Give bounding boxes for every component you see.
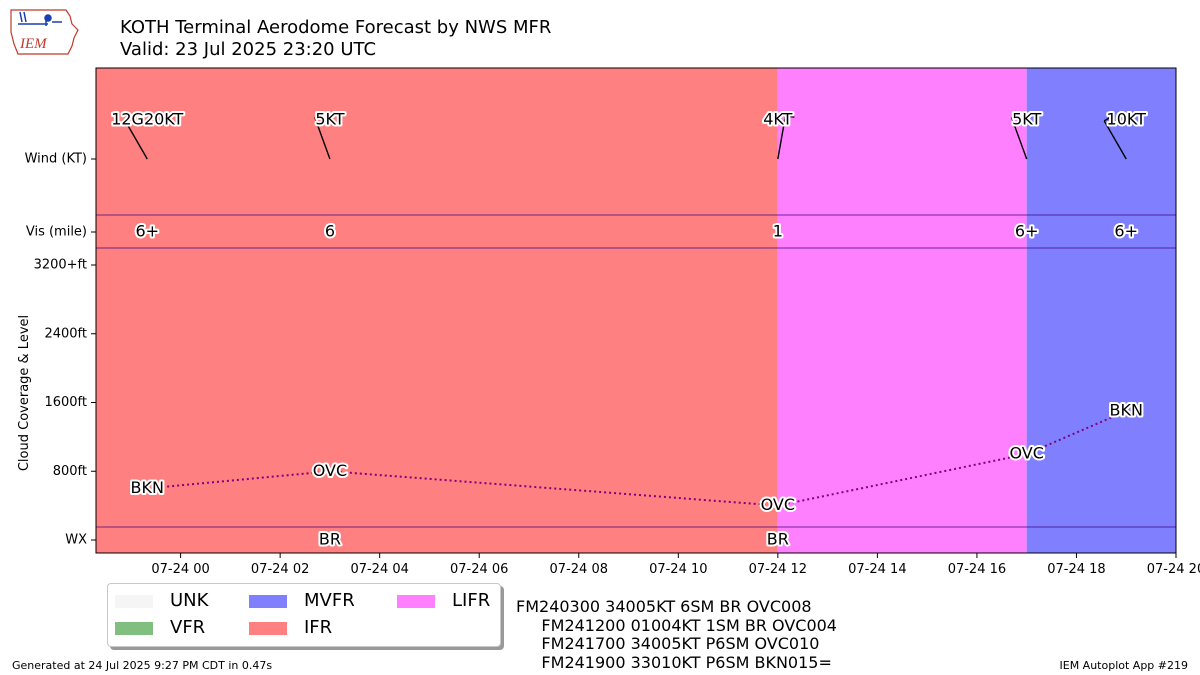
legend-label-vfr: VFR <box>170 617 206 638</box>
cloud-label: OVC <box>1009 444 1043 463</box>
cloud-axis-title: Cloud Coverage & Level <box>17 315 32 471</box>
iowa-outline <box>10 9 79 55</box>
legend-swatch-lifr <box>397 595 435 608</box>
wind-barb <box>1010 117 1028 160</box>
x-tick-label: 07-24 16 <box>948 562 1006 577</box>
chart-title: KOTH Terminal Aerodome Forecast by NWS M… <box>120 17 552 60</box>
x-tick-label: 07-24 04 <box>350 562 408 577</box>
legend-swatch-vfr <box>115 622 153 635</box>
wind-label: 5KT <box>1012 110 1041 129</box>
logo-text: IEM <box>19 36 48 52</box>
wind-label: 5KT <box>315 110 344 129</box>
plot-frame <box>95 67 1177 554</box>
wind-barb-feather <box>785 114 795 118</box>
x-tick-label: 07-24 14 <box>848 562 906 577</box>
wind-barb <box>314 117 331 160</box>
x-tick-label: 07-24 10 <box>649 562 707 577</box>
wind-barb-feather <box>1011 113 1021 119</box>
cloud-label: BKN <box>131 478 164 497</box>
visibility-label: 6+ <box>1114 222 1138 241</box>
wind-barb <box>1103 120 1127 160</box>
legend-label-ifr: IFR <box>304 617 333 638</box>
legend-swatch-mvfr <box>249 595 287 608</box>
visibility-label: 1 <box>773 222 783 241</box>
legend: UNK VFR MVFR IFR LIFR <box>107 583 501 647</box>
weather-label: BR <box>319 530 341 549</box>
cloud-series <box>147 410 1127 507</box>
category-band-lifr <box>777 68 1027 553</box>
category-band-ifr <box>96 68 778 553</box>
legend-label-unk: UNK <box>170 590 209 611</box>
cloud-line-segment <box>1026 410 1127 455</box>
visibility-label: 6 <box>325 222 335 241</box>
y-tick-label: 1600ft <box>44 395 87 410</box>
x-tick-label: 07-24 02 <box>251 562 309 577</box>
cloud-label: OVC <box>313 461 347 480</box>
y-tick-label: 800ft <box>53 464 87 479</box>
x-tick-label: 07-24 12 <box>749 562 807 577</box>
y-tick-label: Vis (mile) <box>26 225 87 240</box>
raw-taf-text: FM240300 34005KT 6SM BR OVC008 FM241200 … <box>516 597 837 672</box>
category-band-mvfr <box>1026 68 1176 553</box>
legend-label-mvfr: MVFR <box>304 590 355 611</box>
y-tick-label: 2400ft <box>44 326 87 341</box>
y-tick-label: Wind (KT) <box>25 152 87 167</box>
iem-logo: IEM <box>10 9 79 55</box>
legend-swatch-ifr <box>249 622 287 635</box>
x-tick-label: 07-24 20 <box>1147 562 1200 577</box>
wind-barb <box>124 120 148 160</box>
legend-label-lifr: LIFR <box>452 590 491 611</box>
app-note: IEM Autoplot App #219 <box>1059 659 1189 672</box>
flight-category-bands <box>96 68 1176 553</box>
cloud-label: BKN <box>1110 401 1143 420</box>
cloud-line-segment <box>147 470 331 490</box>
y-tick-label: 3200+ft <box>34 258 87 273</box>
x-tick-label: 07-24 00 <box>151 562 209 577</box>
x-tick-label: 07-24 06 <box>450 562 508 577</box>
legend-swatch-unk <box>115 595 153 608</box>
cloud-line-segment <box>777 453 1027 507</box>
weather-glyph <box>18 11 62 26</box>
wind-barb-feather <box>124 115 134 122</box>
wind-label: 4KT <box>763 110 792 129</box>
wind-barb-feather <box>1103 115 1113 122</box>
visibility-label: 6+ <box>1015 222 1039 241</box>
weather-label: BR <box>767 530 789 549</box>
y-tick-label: WX <box>65 533 87 548</box>
wind-barb-feather <box>314 113 324 119</box>
wind-barb <box>777 115 787 160</box>
wind-label: 10KT <box>1107 110 1147 129</box>
generated-note: Generated at 24 Jul 2025 9:27 PM CDT in … <box>12 659 273 672</box>
wind-label: 12G20KT <box>111 110 183 129</box>
chart-axes: 07-24 00 07-24 02 07-24 04 07-24 06 07-24 08… <box>17 67 1200 577</box>
x-tick-label: 07-24 08 <box>550 562 608 577</box>
x-tick-label: 07-24 18 <box>1047 562 1105 577</box>
chart-annotations: BKN OVC OVC OVC BKN 12G20KT 5KT 4KT 5KT 10KT 6+ 6 1 6… <box>109 108 1148 551</box>
cloud-label: OVC <box>761 495 795 514</box>
visibility-label: 6+ <box>135 222 159 241</box>
